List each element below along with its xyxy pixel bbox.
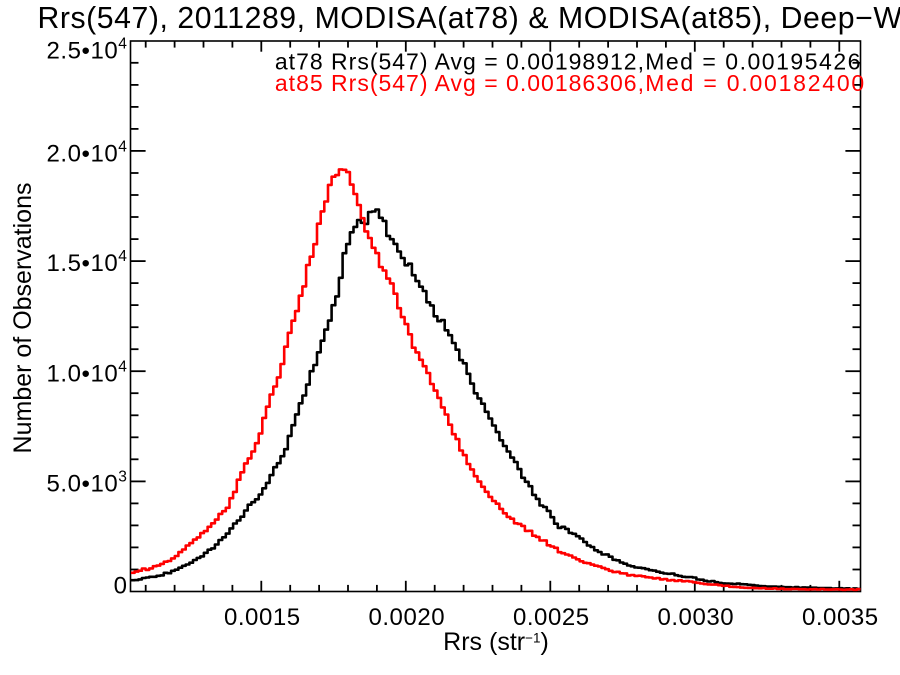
svg-text:0: 0 — [114, 572, 128, 599]
svg-text:0.0025: 0.0025 — [513, 604, 590, 631]
svg-text:Number of Observations: Number of Observations — [9, 183, 37, 454]
svg-text:5.0•103: 5.0•103 — [47, 469, 128, 498]
svg-text:1.0•104: 1.0•104 — [47, 358, 128, 387]
svg-text:2.0•104: 2.0•104 — [47, 139, 128, 168]
svg-text:0.0015: 0.0015 — [224, 604, 301, 631]
svg-text:1.5•104: 1.5•104 — [47, 248, 128, 277]
svg-text:0.0020: 0.0020 — [368, 604, 445, 631]
svg-text:0.0030: 0.0030 — [657, 604, 734, 631]
svg-text:0.0035: 0.0035 — [802, 604, 879, 631]
svg-text:Rrs(547), 2011289, MODISA(at78: Rrs(547), 2011289, MODISA(at78) & MODISA… — [38, 2, 900, 35]
svg-text:2.5•104: 2.5•104 — [47, 36, 128, 65]
svg-text:at85 Rrs(547) Avg = 0.00186306: at85 Rrs(547) Avg = 0.00186306,Med = 0.0… — [275, 70, 866, 96]
svg-text:at78 Rrs(547) Avg = 0.00198912: at78 Rrs(547) Avg = 0.00198912,Med = 0.0… — [275, 49, 862, 75]
